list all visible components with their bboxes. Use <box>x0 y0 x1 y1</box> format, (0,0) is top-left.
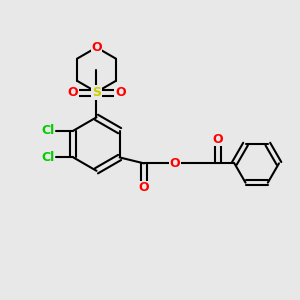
Text: O: O <box>91 41 102 54</box>
Text: O: O <box>139 181 149 194</box>
Text: O: O <box>115 86 126 99</box>
Text: O: O <box>213 133 224 146</box>
Text: O: O <box>169 157 180 170</box>
Text: O: O <box>68 86 78 99</box>
Text: S: S <box>92 86 101 99</box>
Text: Cl: Cl <box>41 124 55 137</box>
Text: N: N <box>91 85 102 98</box>
Text: Cl: Cl <box>41 151 55 164</box>
